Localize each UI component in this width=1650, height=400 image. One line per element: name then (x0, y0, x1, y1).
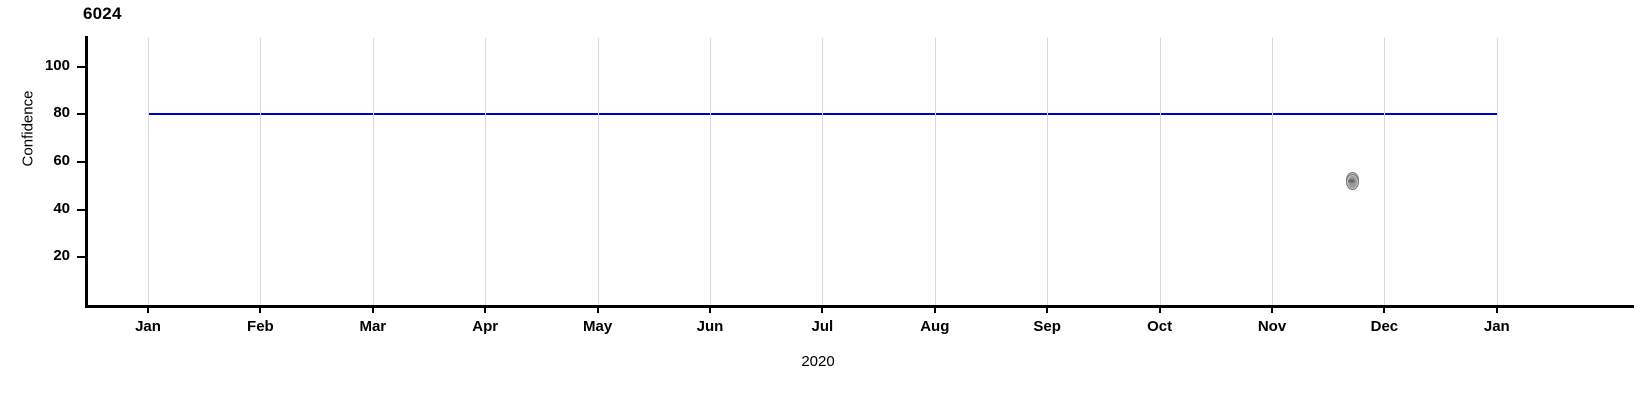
gridline-vertical (822, 38, 824, 305)
y-tick-label: 80 (53, 104, 70, 122)
x-tick-label: Apr (472, 318, 499, 335)
gridline-vertical (148, 38, 149, 305)
x-tick-mark (1271, 305, 1273, 313)
y-tick-label: 20 (53, 247, 70, 265)
x-tick-mark (821, 305, 824, 313)
y-tick-label: 100 (44, 56, 70, 74)
x-tick-label: Jul (811, 318, 834, 335)
x-axis-title: 2020 (0, 353, 1650, 370)
data-point[interactable] (1345, 174, 1359, 191)
y-axis-title: Confidence (19, 90, 37, 167)
y-tick-mark (77, 65, 85, 68)
x-tick-mark (709, 305, 711, 313)
gridline-vertical (260, 38, 262, 305)
x-tick-mark (484, 305, 487, 313)
x-tick-label: Jan (135, 318, 161, 335)
gridline-vertical (372, 38, 374, 305)
x-tick-mark (596, 305, 599, 313)
plot-area (85, 38, 1583, 307)
gridline-vertical (710, 38, 711, 305)
y-tick-mark (77, 160, 85, 163)
x-axis-title-text: 2020 (801, 353, 835, 370)
x-tick-mark (147, 305, 149, 313)
x-tick-label: Mar (359, 318, 387, 335)
y-axis-spine (85, 36, 88, 308)
gridline-vertical (934, 38, 936, 305)
x-tick-label: Nov (1257, 318, 1287, 335)
y-tick-mark (77, 208, 85, 211)
chart-title: 6024 (83, 4, 122, 23)
gridline-vertical (597, 38, 599, 305)
y-tick-mark (77, 113, 85, 116)
y-tick-label: 60 (53, 151, 70, 169)
x-tick-mark (259, 305, 262, 313)
x-tick-label: Aug (920, 318, 950, 335)
y-tick-mark (77, 256, 85, 259)
x-tick-mark (1046, 305, 1049, 313)
x-tick-label: Feb (247, 318, 274, 335)
x-tick-mark (1495, 305, 1498, 313)
x-tick-mark (371, 305, 374, 313)
x-tick-label: Dec (1370, 318, 1399, 335)
gridline-vertical (1159, 38, 1161, 305)
x-tick-label: Sep (1033, 318, 1061, 335)
x-tick-mark (1383, 305, 1386, 313)
x-tick-label: Jan (1483, 318, 1510, 335)
gridline-vertical (1272, 38, 1273, 305)
x-tick-mark (933, 305, 936, 313)
x-tick-mark (1158, 305, 1161, 313)
x-tick-label: Oct (1147, 318, 1173, 335)
x-tick-label: May (583, 318, 613, 335)
gridline-vertical (1047, 38, 1049, 305)
x-axis-spine (85, 305, 1634, 308)
x-tick-label: Jun (696, 318, 724, 335)
gridline-vertical (485, 38, 487, 305)
gridline-vertical (1384, 38, 1386, 305)
gridline-vertical (1496, 38, 1498, 305)
y-tick-label: 40 (53, 199, 70, 217)
